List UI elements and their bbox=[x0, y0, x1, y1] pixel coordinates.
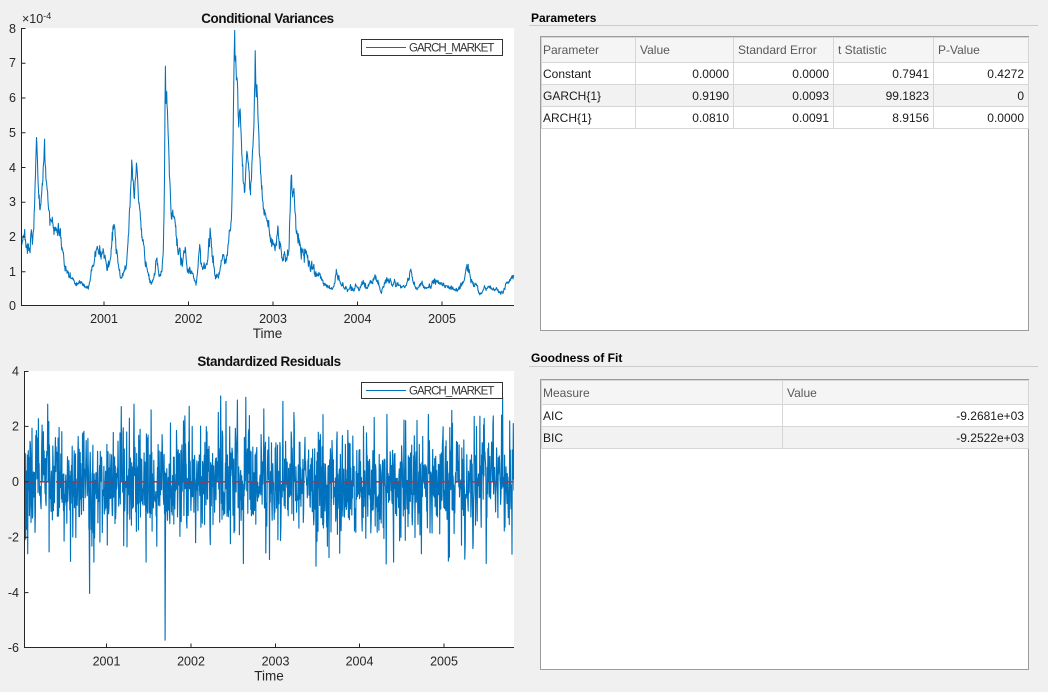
svg-text:4: 4 bbox=[12, 365, 19, 379]
svg-text:2: 2 bbox=[9, 230, 16, 244]
svg-text:Conditional Variances: Conditional Variances bbox=[201, 11, 334, 26]
svg-text:5: 5 bbox=[9, 126, 16, 140]
svg-text:Time: Time bbox=[253, 326, 283, 341]
svg-text:6: 6 bbox=[9, 91, 16, 105]
svg-text:×10-4: ×10-4 bbox=[22, 11, 51, 26]
svg-text:1: 1 bbox=[9, 265, 16, 279]
svg-text:0: 0 bbox=[9, 299, 16, 313]
svg-text:-4: -4 bbox=[8, 586, 19, 600]
svg-text:GARCH_MARKET: GARCH_MARKET bbox=[409, 42, 494, 54]
svg-text:2002: 2002 bbox=[175, 312, 203, 326]
svg-text:2001: 2001 bbox=[90, 312, 118, 326]
svg-text:Time: Time bbox=[254, 669, 284, 684]
svg-text:2005: 2005 bbox=[430, 655, 458, 669]
svg-text:2: 2 bbox=[12, 420, 19, 434]
svg-text:3: 3 bbox=[9, 195, 16, 209]
svg-text:-2: -2 bbox=[8, 531, 19, 545]
svg-text:2004: 2004 bbox=[344, 312, 372, 326]
svg-text:2004: 2004 bbox=[346, 655, 374, 669]
svg-text:4: 4 bbox=[9, 161, 16, 175]
svg-text:-6: -6 bbox=[8, 641, 19, 655]
svg-text:2003: 2003 bbox=[259, 312, 287, 326]
svg-text:2005: 2005 bbox=[428, 312, 456, 326]
svg-text:0: 0 bbox=[12, 475, 19, 489]
svg-text:2001: 2001 bbox=[93, 655, 121, 669]
svg-text:GARCH_MARKET: GARCH_MARKET bbox=[409, 385, 494, 397]
svg-text:7: 7 bbox=[9, 56, 16, 70]
svg-text:Standardized Residuals: Standardized Residuals bbox=[197, 354, 340, 369]
svg-text:2003: 2003 bbox=[262, 655, 290, 669]
svg-text:8: 8 bbox=[9, 22, 16, 36]
svg-text:2002: 2002 bbox=[177, 655, 205, 669]
